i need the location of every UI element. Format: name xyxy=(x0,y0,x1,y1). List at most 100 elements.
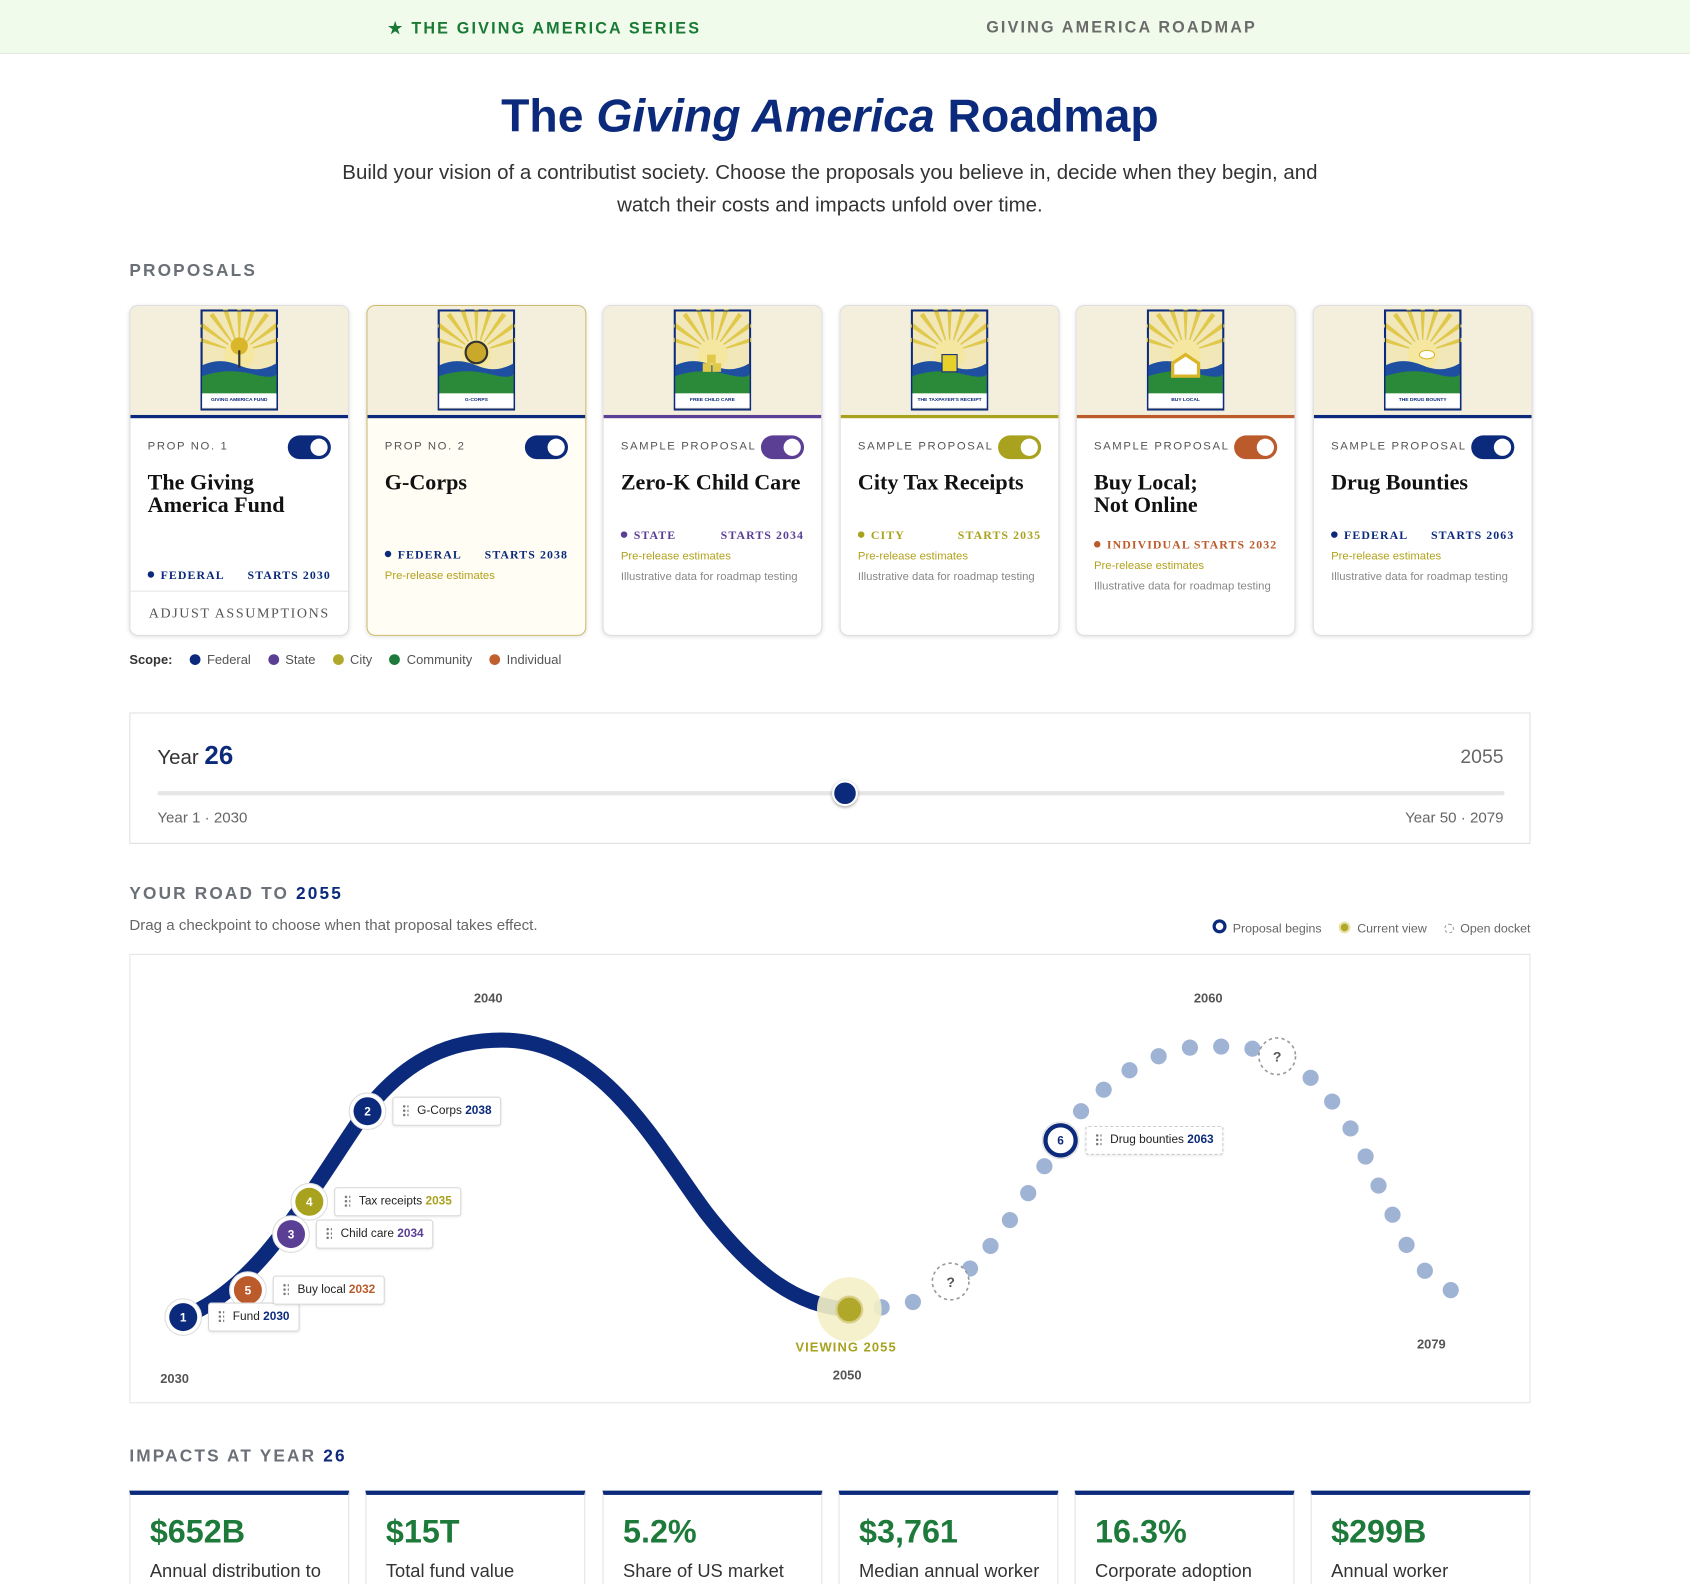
checkpoint[interactable]: 4 xyxy=(290,1182,329,1221)
future-road-dot xyxy=(1072,1103,1090,1120)
poster-caption: GIVING AMERICA FUND xyxy=(211,397,268,403)
page-title: The Giving America Roadmap xyxy=(0,91,1660,144)
checkpoint-label[interactable]: Child care 2034 xyxy=(315,1219,434,1249)
scope-dot xyxy=(147,571,155,578)
toggle[interactable] xyxy=(287,435,331,460)
checkpoint-number: 6 xyxy=(1057,1134,1064,1148)
card-note: Illustrative data for roadmap testing xyxy=(857,570,1035,584)
impact-card: $15T Total fund value xyxy=(365,1490,586,1584)
poster-area: G-CORPS xyxy=(367,306,586,419)
toggle[interactable] xyxy=(1471,435,1515,460)
scope-dot xyxy=(1093,541,1101,548)
impact-value: 16.3% xyxy=(1095,1514,1187,1550)
checkpoint-name: G-Corps xyxy=(417,1104,462,1118)
checkpoint-name: Drug bounties xyxy=(1110,1133,1184,1147)
scope-row: FEDERAL STARTS 2063 xyxy=(1331,529,1514,542)
roadmap-link[interactable]: GIVING AMERICA ROADMAP xyxy=(986,18,1257,37)
toggle[interactable] xyxy=(1234,435,1278,460)
proposal-card[interactable]: BUY LOCAL SAMPLE PROPOSAL Buy Local; Not O… xyxy=(1075,305,1296,636)
road-hint: Drag a checkpoint to choose when that pr… xyxy=(129,916,538,934)
checkpoint[interactable]: 1 xyxy=(164,1298,203,1336)
icon xyxy=(712,363,722,372)
poster: THE DRUG BOUNTY xyxy=(1383,309,1462,411)
future-road-dot xyxy=(1121,1062,1138,1079)
legend-icon xyxy=(1444,923,1454,934)
future-road-dot xyxy=(1416,1262,1433,1279)
card-note: Pre-release estimates xyxy=(620,549,731,563)
slider-thumb[interactable] xyxy=(831,780,858,807)
open-docket[interactable]: ? xyxy=(931,1262,970,1301)
checkpoint-dot xyxy=(276,1220,306,1249)
ray xyxy=(1420,309,1425,353)
checkpoint-label[interactable]: Drug bounties 2063 xyxy=(1085,1125,1224,1155)
checkpoint-label[interactable]: G-Corps 2038 xyxy=(392,1096,502,1126)
hill xyxy=(912,371,987,394)
legend-swatch xyxy=(389,654,401,666)
checkpoint[interactable]: 5 xyxy=(229,1271,267,1310)
checkpoint-name: Buy local xyxy=(297,1283,346,1297)
legend-item: Open docket xyxy=(1444,923,1530,936)
impact-value: $15T xyxy=(385,1514,460,1550)
legend-text: Community xyxy=(406,652,473,668)
scope-row: INDIVIDUAL STARTS 2032 xyxy=(1093,538,1278,552)
impacts-heading: IMPACTS AT YEAR xyxy=(129,1447,317,1466)
proposal-card[interactable]: FREE CHILD CARE SAMPLE PROPOSAL Zero-K Chi… xyxy=(602,305,823,636)
proposal-card[interactable]: GIVING AMERICA FUND PROP NO. 1 The Giving … xyxy=(129,305,350,636)
starts: STARTS 2034 xyxy=(720,529,805,543)
scope-row: FEDERAL STARTS 2038 xyxy=(384,548,569,562)
road-year: 2055 xyxy=(295,884,343,904)
impact-card: $299B Annual worker xyxy=(1310,1490,1531,1584)
icon xyxy=(702,363,712,372)
road-legend: Proposal begins Current view Open docket xyxy=(1195,919,1530,936)
starts: STARTS 2032 xyxy=(1193,538,1278,552)
proposal-card[interactable]: THE DRUG BOUNTY SAMPLE PROPOSAL Drug Bount… xyxy=(1312,305,1533,636)
card-name: Zero-K Child Care xyxy=(620,471,801,495)
scope-dot xyxy=(857,531,865,538)
poster-caption: THE TAXPAYER'S RECEIPT xyxy=(917,397,981,403)
ray xyxy=(710,309,715,353)
impact-label: Annual distribution to xyxy=(149,1560,321,1582)
series-link[interactable]: ★ THE GIVING AMERICA SERIES xyxy=(388,19,702,38)
impact-label: Corporate adoption xyxy=(1095,1560,1252,1582)
legend-text: State xyxy=(285,652,316,668)
legend-swatch xyxy=(332,654,344,666)
adjust-button[interactable]: ADJUST ASSUMPTIONS xyxy=(130,590,349,635)
slider-track[interactable] xyxy=(157,791,1505,796)
road-svg: ?? 2030 2040 2050 2060 2079 VIEWING 2055 1 2 3 4 5 6 xyxy=(160,990,1459,1386)
toggle[interactable] xyxy=(760,435,805,460)
proposal-card[interactable]: G-CORPS PROP NO. 2 G-Corps FEDERAL STARTS 20… xyxy=(366,305,587,636)
checkpoint[interactable]: 2 xyxy=(348,1092,387,1131)
checkpoint-label[interactable]: Buy local 2032 xyxy=(272,1275,385,1305)
checkpoint[interactable]: 3 xyxy=(272,1215,310,1253)
road-year-label: 2030 xyxy=(160,1371,189,1386)
top-nav: ★ THE GIVING AMERICA SERIES GIVING AMERI… xyxy=(0,0,1690,54)
starts: STARTS 2038 xyxy=(484,548,569,562)
title-part: Roadmap xyxy=(947,90,1159,143)
checkpoint-label[interactable]: Tax receipts 2035 xyxy=(334,1187,462,1217)
legend-item: Proposal begins xyxy=(1212,919,1322,936)
year-panel: Year 26 2055 Year 1 · 2030 Year 50 · 207… xyxy=(129,712,1531,844)
open-docket[interactable]: ? xyxy=(1258,1037,1297,1076)
starts: STARTS 2035 xyxy=(957,529,1042,543)
section-heading: PROPOSALS xyxy=(129,261,258,281)
docket-circle xyxy=(931,1262,970,1301)
checkpoint-label[interactable]: Fund 2030 xyxy=(208,1302,300,1332)
scope-legend: Scope: Federal State City Community Individua… xyxy=(129,652,561,667)
checkpoint-year: 2063 xyxy=(1187,1133,1214,1147)
toggle[interactable] xyxy=(998,435,1042,460)
legend-item: Federal xyxy=(189,652,251,667)
hill xyxy=(1148,371,1223,394)
future-road-dot xyxy=(904,1293,921,1311)
legend-text: City xyxy=(350,652,373,668)
proposal-card[interactable]: THE TAXPAYER'S RECEIPT SAMPLE PROPOSAL Cit… xyxy=(839,305,1060,636)
icon xyxy=(1171,352,1201,378)
toggle[interactable] xyxy=(524,435,569,460)
docket-circle xyxy=(1258,1037,1297,1076)
checkpoint[interactable]: 6 xyxy=(1041,1121,1080,1160)
card-label: SAMPLE PROPOSAL xyxy=(857,439,994,453)
poster-area: FREE CHILD CARE xyxy=(603,306,822,419)
future-road-dot xyxy=(1181,1039,1198,1056)
year-label: Year xyxy=(157,746,199,770)
icon xyxy=(941,354,958,373)
legend-swatch xyxy=(268,654,279,666)
